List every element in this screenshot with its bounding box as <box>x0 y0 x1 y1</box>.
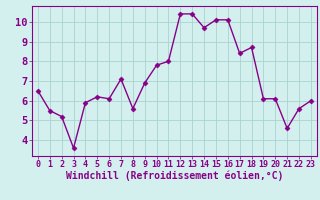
X-axis label: Windchill (Refroidissement éolien,°C): Windchill (Refroidissement éolien,°C) <box>66 171 283 181</box>
